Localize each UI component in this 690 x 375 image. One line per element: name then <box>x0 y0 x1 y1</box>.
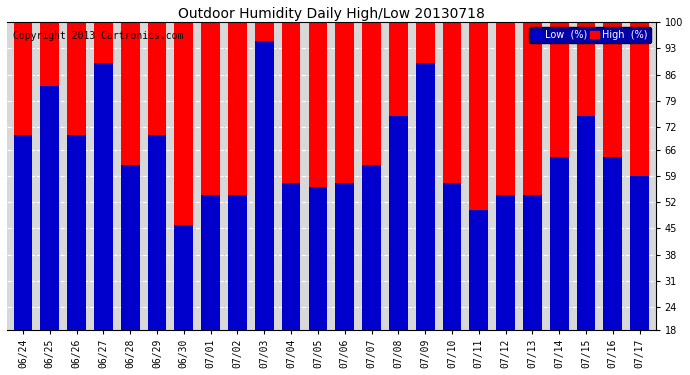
Bar <box>14 135 32 330</box>
Bar <box>41 0 59 330</box>
Bar <box>362 0 381 330</box>
Bar <box>94 0 113 330</box>
Bar <box>416 63 435 330</box>
Bar <box>282 7 300 330</box>
Text: Copyright 2013 Cartronics.com: Copyright 2013 Cartronics.com <box>13 32 184 41</box>
Bar <box>442 0 462 330</box>
Bar <box>308 0 327 330</box>
Title: Outdoor Humidity Daily High/Low 20130718: Outdoor Humidity Daily High/Low 20130718 <box>178 7 485 21</box>
Bar <box>335 183 354 330</box>
Bar <box>469 0 488 330</box>
Bar <box>41 86 59 330</box>
Bar <box>121 0 139 330</box>
Bar <box>255 41 274 330</box>
Bar <box>67 0 86 330</box>
Bar <box>282 183 300 330</box>
Bar <box>201 195 220 330</box>
Bar <box>308 187 327 330</box>
Bar <box>603 157 622 330</box>
Bar <box>630 3 649 330</box>
Bar <box>523 0 542 330</box>
Bar <box>201 7 220 330</box>
Bar <box>577 116 595 330</box>
Bar <box>389 0 408 330</box>
Legend: Low  (%), High  (%): Low (%), High (%) <box>529 27 651 43</box>
Bar <box>362 165 381 330</box>
Bar <box>416 0 435 330</box>
Bar <box>523 195 542 330</box>
Bar <box>603 0 622 330</box>
Bar <box>14 0 32 330</box>
Bar <box>175 7 193 330</box>
Bar <box>148 135 166 330</box>
Bar <box>550 157 569 330</box>
Bar <box>148 0 166 330</box>
Bar <box>442 183 462 330</box>
Bar <box>630 176 649 330</box>
Bar <box>577 0 595 330</box>
Bar <box>496 3 515 330</box>
Bar <box>550 0 569 330</box>
Bar <box>94 63 113 330</box>
Bar <box>335 0 354 330</box>
Bar <box>389 116 408 330</box>
Bar <box>228 0 247 330</box>
Bar <box>469 210 488 330</box>
Bar <box>255 0 274 330</box>
Bar <box>496 195 515 330</box>
Bar <box>121 165 139 330</box>
Bar <box>175 225 193 330</box>
Bar <box>228 195 247 330</box>
Bar <box>67 135 86 330</box>
